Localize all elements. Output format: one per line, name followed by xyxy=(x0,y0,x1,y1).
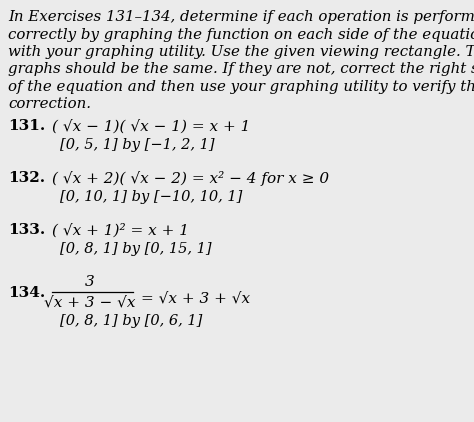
Text: ( √x + 1)² = x + 1: ( √x + 1)² = x + 1 xyxy=(52,223,189,237)
Text: [0, 10, 1] by [−10, 10, 1]: [0, 10, 1] by [−10, 10, 1] xyxy=(60,190,242,204)
Text: 131.: 131. xyxy=(8,119,45,133)
Text: 132.: 132. xyxy=(8,171,45,185)
Text: [0, 8, 1] by [0, 6, 1]: [0, 8, 1] by [0, 6, 1] xyxy=(60,314,202,328)
Text: correctly by graphing the function on each side of the equation: correctly by graphing the function on ea… xyxy=(8,27,474,41)
Text: In Exercises 131–134, determine if each operation is performed: In Exercises 131–134, determine if each … xyxy=(8,10,474,24)
Text: graphs should be the same. If they are not, correct the right side: graphs should be the same. If they are n… xyxy=(8,62,474,76)
Text: ( √x − 1)( √x − 1) = x + 1: ( √x − 1)( √x − 1) = x + 1 xyxy=(52,119,250,133)
Text: 133.: 133. xyxy=(8,223,45,237)
Text: = √x + 3 + √x: = √x + 3 + √x xyxy=(141,291,250,305)
Text: 3: 3 xyxy=(85,275,95,289)
Text: correction.: correction. xyxy=(8,97,91,111)
Text: ( √x + 2)( √x − 2) = x² − 4 for x ≥ 0: ( √x + 2)( √x − 2) = x² − 4 for x ≥ 0 xyxy=(52,171,329,186)
Text: [0, 8, 1] by [0, 15, 1]: [0, 8, 1] by [0, 15, 1] xyxy=(60,242,211,256)
Text: √x + 3 − √x: √x + 3 − √x xyxy=(44,295,136,309)
Text: with your graphing utility. Use the given viewing rectangle. The: with your graphing utility. Use the give… xyxy=(8,45,474,59)
Text: [0, 5, 1] by [−1, 2, 1]: [0, 5, 1] by [−1, 2, 1] xyxy=(60,138,215,152)
Text: of the equation and then use your graphing utility to verify the: of the equation and then use your graphi… xyxy=(8,80,474,94)
Text: 134.: 134. xyxy=(8,286,45,300)
